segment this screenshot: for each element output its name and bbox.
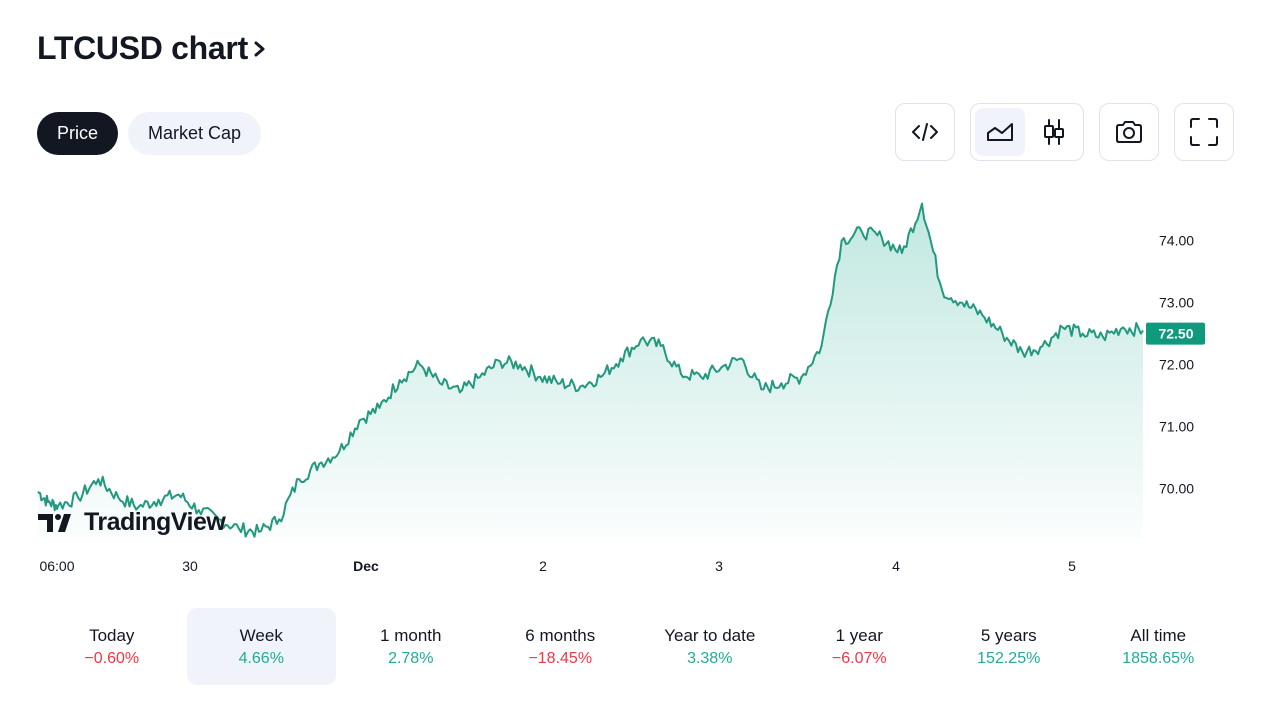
last-price-badge-bg (1146, 322, 1205, 345)
price-chart-svg[interactable]: 74.00 73.00 72.00 71.00 70.00 06:00 30 Dec 2 3 4 5… (0, 170, 1280, 590)
tradingview-logo-icon (38, 513, 71, 532)
period-change: 152.25% (977, 649, 1041, 667)
tab-market-cap[interactable]: Market Cap (128, 112, 262, 155)
x-tick-label: 06:00 (39, 558, 74, 574)
price-line (37, 202, 1144, 538)
embed-code-icon (912, 123, 938, 141)
tab-price[interactable]: Price (37, 112, 119, 155)
period-change: −0.60% (84, 649, 140, 667)
period-year-to-date[interactable]: Year to date 3.38% (635, 608, 785, 685)
period-all-time[interactable]: All time 1858.65% (1084, 608, 1234, 685)
style-switcher-box (970, 103, 1084, 161)
y-tick-label: 71.00 (1159, 419, 1194, 435)
period-label: Today (89, 625, 135, 645)
y-tick-label: 72.00 (1159, 357, 1194, 373)
last-price-label: 72.50 (1158, 326, 1193, 342)
x-tick-label: Dec (353, 558, 379, 574)
period-change: 2.78% (388, 649, 434, 667)
tradingview-logo: TradingView (38, 508, 226, 537)
snapshot-button[interactable] (1104, 108, 1154, 156)
chevron-right-icon (254, 39, 266, 59)
x-tick-label: 30 (182, 558, 198, 574)
camera-icon (1116, 121, 1142, 143)
candles-style-button[interactable] (1029, 108, 1079, 156)
period-1-month[interactable]: 1 month 2.78% (336, 608, 486, 685)
embed-box (895, 103, 955, 161)
page-title[interactable]: LTCUSD chart (37, 30, 266, 67)
period-week[interactable]: Week 4.66% (186, 608, 336, 685)
area-style-button[interactable] (975, 108, 1025, 156)
fullscreen-button[interactable] (1179, 108, 1229, 156)
page-title-text: LTCUSD chart (37, 30, 248, 66)
period-1-year[interactable]: 1 year −6.07% (785, 608, 935, 685)
period-change: −18.45% (528, 649, 593, 667)
x-tick-label: 3 (715, 558, 723, 574)
period-label: 1 year (835, 625, 883, 645)
period-today[interactable]: Today −0.60% (37, 608, 187, 685)
snapshot-box (1099, 103, 1159, 161)
period-change: 1858.65% (1122, 649, 1195, 667)
period-change: 4.66% (238, 649, 284, 667)
area-chart-icon (987, 123, 1013, 141)
period-6-months[interactable]: 6 months −18.45% (486, 608, 636, 685)
period-change: −6.07% (831, 649, 887, 667)
chart-type-tabs: Price Market Cap (37, 112, 262, 155)
period-5-years[interactable]: 5 years 152.25% (934, 608, 1084, 685)
last-price-badge: 72.50 (1146, 322, 1205, 345)
y-tick-label: 74.00 (1159, 233, 1194, 249)
x-axis: 06:00 30 Dec 2 3 4 5 (39, 558, 1076, 574)
performance-periods: Today −0.60% Week 4.66% 1 month 2.78% 6 … (37, 608, 1233, 685)
candlestick-chart-icon (1044, 119, 1064, 145)
x-tick-label: 5 (1068, 558, 1076, 574)
period-label: 6 months (525, 625, 596, 645)
period-label: All time (1130, 625, 1187, 645)
fullscreen-box (1174, 103, 1234, 161)
embed-button[interactable] (900, 108, 950, 156)
price-chart[interactable]: 74.00 73.00 72.00 71.00 70.00 06:00 30 Dec 2 3 4 5… (0, 170, 1280, 590)
x-tick-label: 2 (539, 558, 547, 574)
period-label: 5 years (980, 625, 1037, 645)
fullscreen-icon (1190, 118, 1218, 146)
price-area-fill (38, 203, 1143, 538)
y-tick-label: 73.00 (1159, 295, 1194, 311)
period-label: 1 month (380, 625, 442, 645)
y-tick-label: 70.00 (1159, 480, 1194, 496)
x-tick-label: 4 (892, 558, 900, 574)
period-label: Week (239, 625, 283, 645)
y-axis: 74.00 73.00 72.00 71.00 70.00 (1159, 233, 1194, 497)
tradingview-wordmark: TradingView (84, 508, 226, 536)
period-label: Year to date (664, 625, 756, 645)
period-change: 3.38% (687, 649, 733, 667)
